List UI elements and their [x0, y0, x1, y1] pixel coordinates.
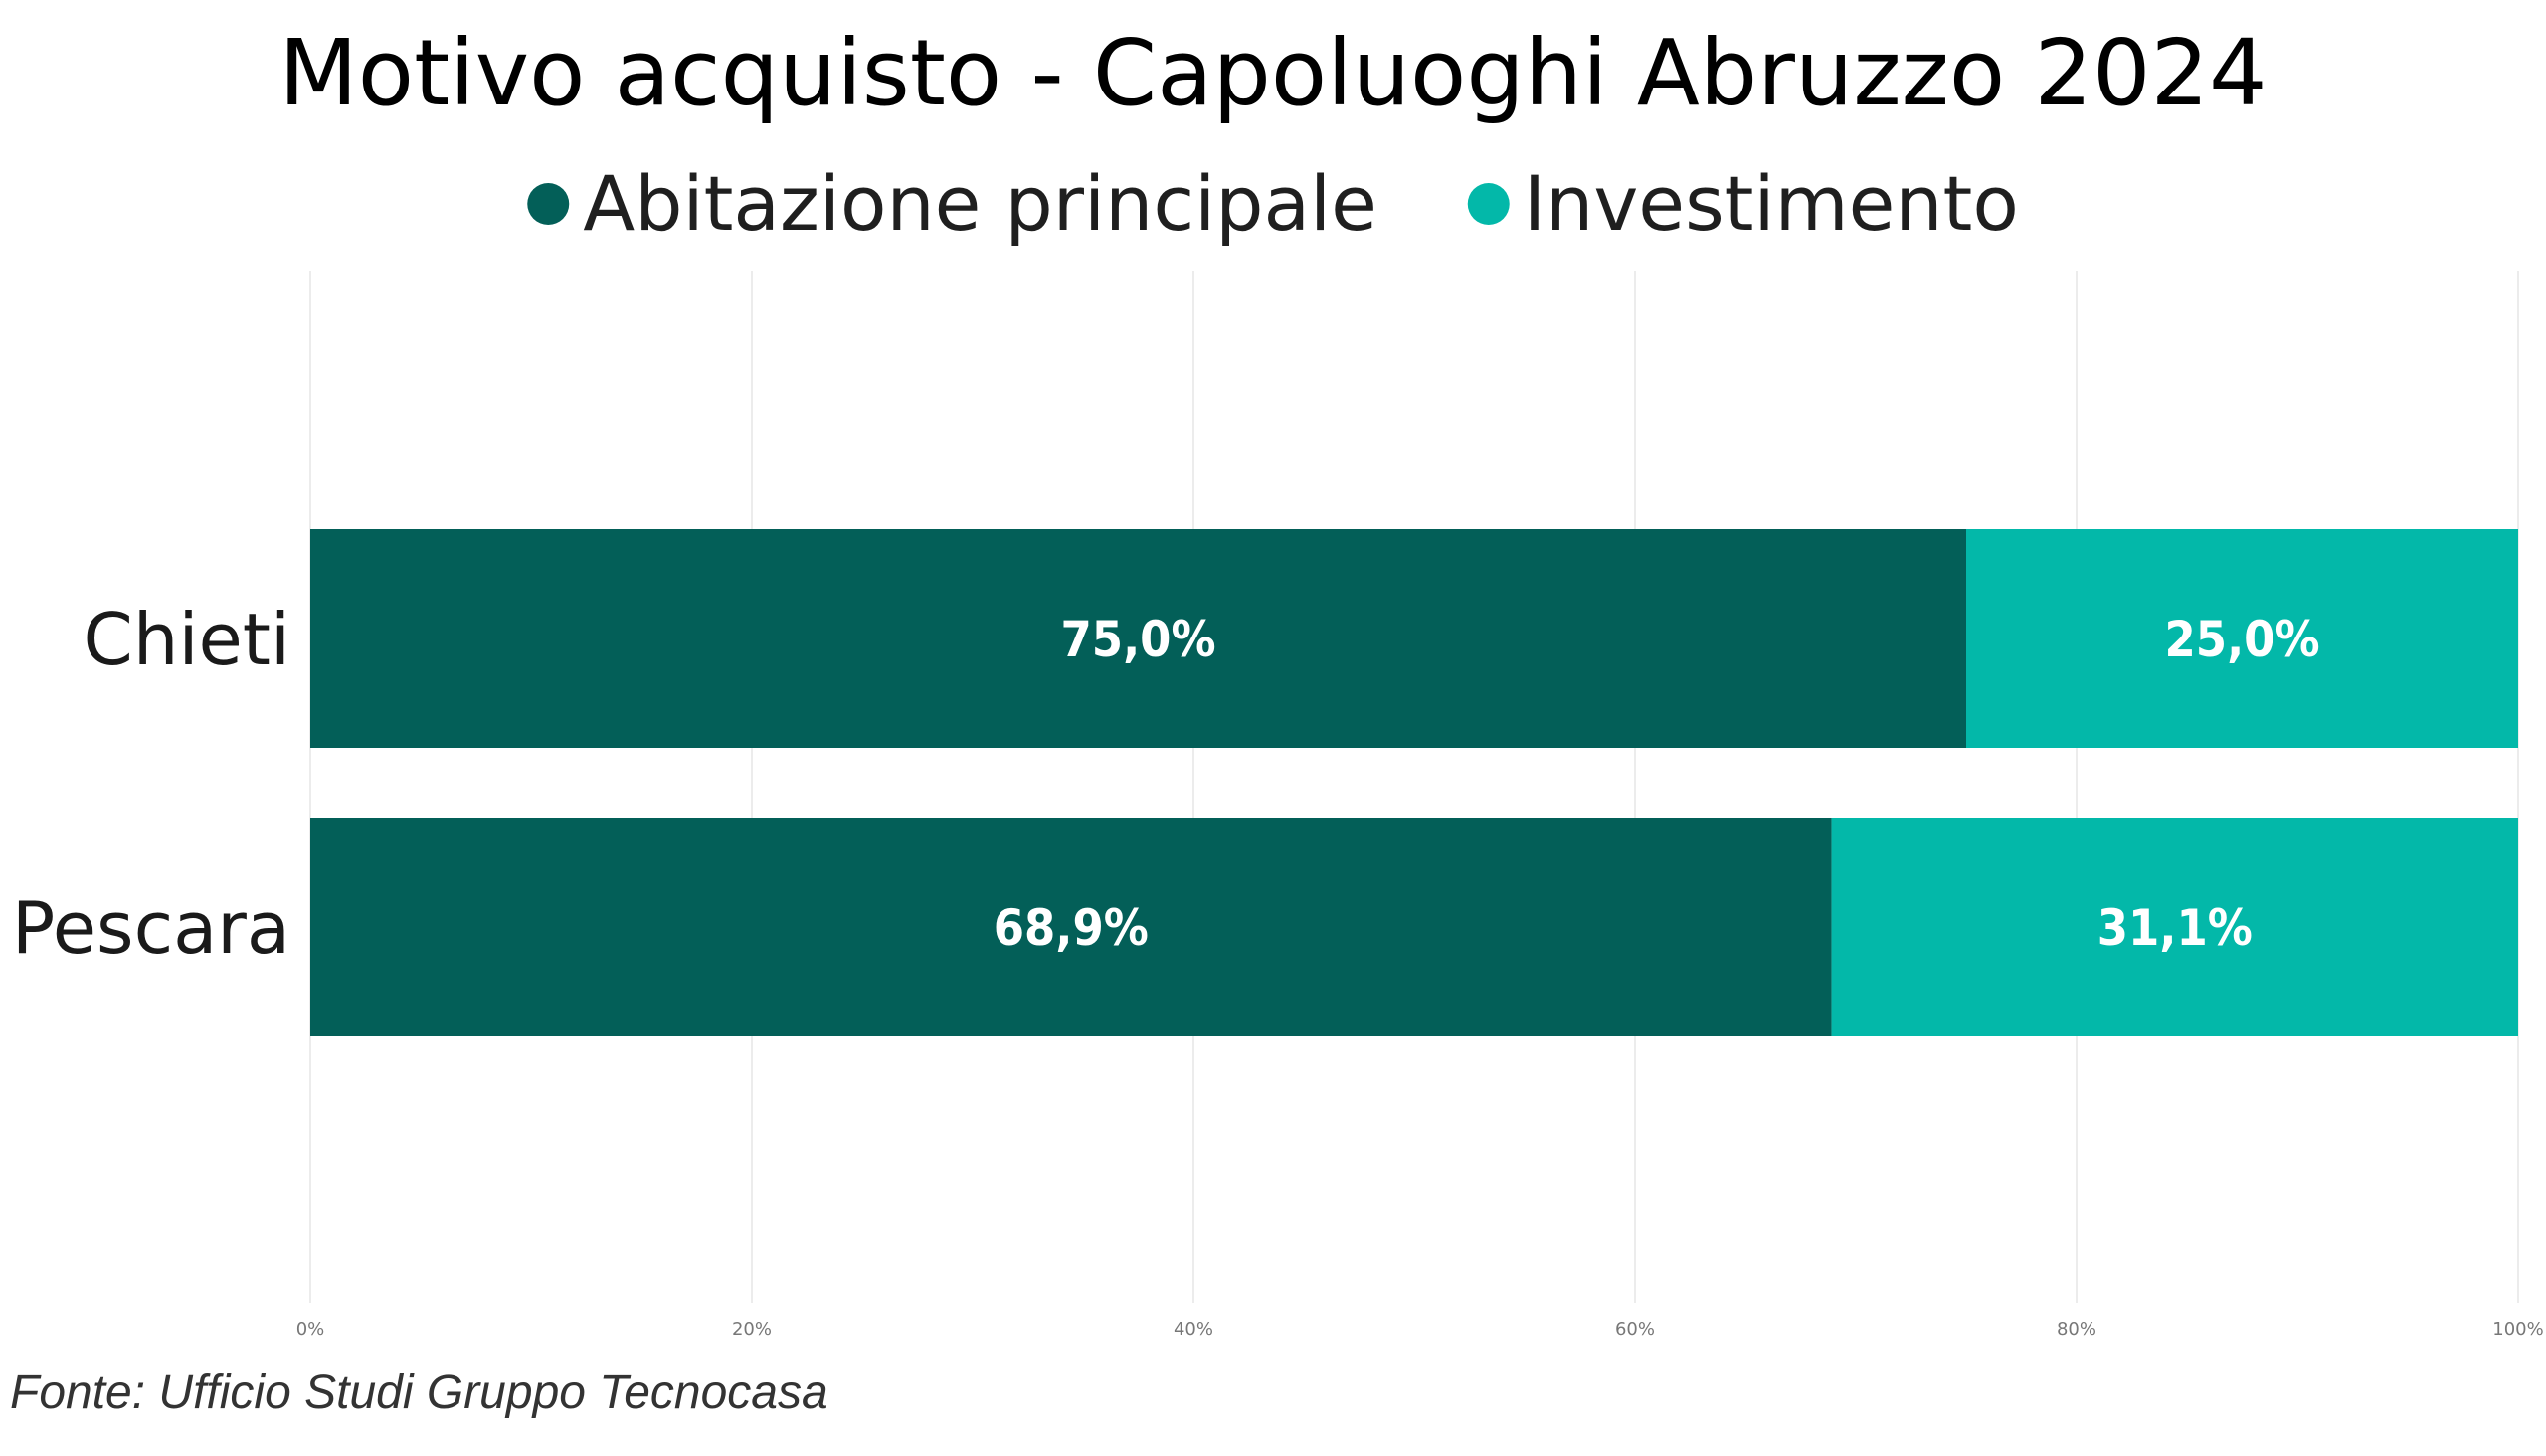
x-tick-label: 40%	[1174, 1319, 1213, 1340]
source-note: Fonte: Ufficio Studi Gruppo Tecnocasa	[10, 1366, 828, 1419]
bar-segment	[1831, 818, 2518, 1036]
chart-title: Motivo acquisto - Capoluoghi Abruzzo 202…	[278, 20, 2267, 126]
data-label: 31,1%	[2097, 899, 2253, 957]
x-tick-label: 100%	[2492, 1319, 2543, 1340]
category-labels: Chieti Pescara	[12, 598, 290, 970]
legend: Abitazione principale Investimento	[527, 159, 2019, 248]
bar-segment	[310, 529, 1966, 748]
x-tick-label: 20%	[732, 1319, 772, 1340]
legend-marker	[1467, 183, 1510, 225]
bar-segment	[310, 818, 1832, 1036]
legend-label: Abitazione principale	[583, 159, 1377, 248]
category-label: Chieti	[84, 598, 290, 681]
x-tick-label: 0%	[296, 1319, 325, 1340]
data-label: 68,9%	[994, 899, 1149, 957]
legend-label: Investimento	[1524, 159, 2019, 248]
bars: 75,0% 25,0% 68,9% 31,1%	[310, 529, 2518, 1036]
category-label: Pescara	[12, 886, 290, 970]
gridlines	[309, 271, 2519, 1303]
x-tick-label: 60%	[1615, 1319, 1655, 1340]
x-tick-label: 80%	[2057, 1319, 2096, 1340]
legend-marker	[527, 183, 570, 225]
bar-segment	[1966, 529, 2518, 748]
data-label: 75,0%	[1060, 611, 1215, 668]
data-label: 25,0%	[2164, 611, 2319, 668]
x-axis-ticks: 0% 20% 40% 60% 80% 100%	[296, 1319, 2544, 1340]
